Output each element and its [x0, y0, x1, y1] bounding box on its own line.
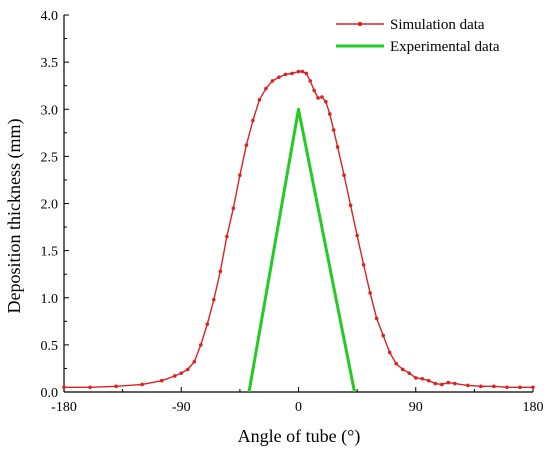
- data-point: [320, 95, 324, 99]
- data-point: [440, 382, 444, 387]
- legend-label-2: Experimental data: [390, 39, 500, 55]
- y-tick-label: 0.5: [41, 339, 59, 354]
- data-point: [179, 371, 184, 375]
- y-tick-label: 0.0: [41, 386, 59, 401]
- series-line-1: [64, 70, 533, 388]
- data-point: [327, 112, 332, 116]
- x-tick-label: 180: [523, 400, 544, 415]
- data-point: [348, 203, 353, 208]
- data-point: [198, 343, 203, 347]
- x-tick-label: 0: [295, 400, 302, 415]
- x-tick-label: -180: [51, 400, 77, 415]
- data-point: [374, 316, 379, 321]
- data-point: [283, 72, 288, 77]
- data-point: [238, 173, 242, 178]
- data-point: [407, 371, 412, 375]
- data-point: [331, 128, 336, 132]
- data-point: [114, 384, 118, 389]
- data-point: [62, 385, 66, 390]
- data-point: [270, 79, 275, 83]
- series-line-2: [247, 107, 356, 393]
- data-point: [88, 385, 92, 390]
- data-point: [466, 383, 470, 388]
- data-point: [361, 262, 366, 267]
- data-point: [172, 374, 177, 378]
- data-point: [342, 173, 346, 178]
- y-tick-label: 4.0: [41, 9, 59, 24]
- data-point: [244, 143, 249, 147]
- data-point: [296, 69, 301, 74]
- data-point: [433, 381, 438, 386]
- data-point: [300, 69, 305, 74]
- data-point: [304, 71, 309, 76]
- data-point: [413, 376, 418, 380]
- data-point: [531, 385, 535, 390]
- data-point: [205, 322, 210, 326]
- data-point: [251, 118, 255, 123]
- data-point: [312, 88, 316, 93]
- data-point: [225, 234, 229, 239]
- y-tick-label: 1.0: [41, 292, 59, 307]
- legend-label-1: Simulation data: [390, 17, 485, 33]
- legend: Simulation data Experimental data: [336, 17, 500, 55]
- data-point: [505, 385, 509, 390]
- y-tick-label: 3.0: [41, 103, 59, 118]
- data-point: [290, 71, 294, 76]
- data-point: [324, 99, 328, 104]
- data-point: [355, 233, 359, 238]
- y-tick-label: 2.5: [41, 150, 59, 165]
- data-point: [159, 378, 164, 383]
- data-point: [400, 367, 405, 372]
- data-point: [420, 377, 425, 381]
- data-point: [277, 75, 281, 80]
- data-point: [218, 269, 223, 274]
- x-tick-label: -90: [172, 400, 191, 415]
- data-point: [453, 381, 457, 386]
- data-point: [316, 96, 320, 100]
- data-point: [479, 384, 483, 389]
- data-point: [185, 367, 190, 372]
- y-tick-label: 2.0: [41, 198, 59, 213]
- legend-marker: [357, 21, 363, 27]
- y-axis-title: Deposition thickness (mm): [4, 119, 25, 314]
- data-point: [426, 378, 431, 383]
- data-point: [518, 385, 522, 390]
- data-point: [257, 98, 262, 102]
- data-point: [394, 361, 399, 366]
- data-point: [192, 360, 197, 364]
- y-tick-label: 1.5: [41, 245, 59, 260]
- data-point: [231, 206, 236, 211]
- axes: 0.0 0.5 1.0 1.5 2.0 2.5 3.0 3.5 4.0 -180 -90 0 90 180: [41, 9, 544, 415]
- data-point: [308, 79, 313, 83]
- series-layer: [62, 69, 535, 393]
- data-point: [264, 86, 268, 91]
- y-tick-label: 3.5: [41, 56, 59, 71]
- data-point: [140, 382, 144, 387]
- x-axis-title: Angle of tube (°): [238, 426, 361, 447]
- data-point: [335, 145, 340, 149]
- data-point: [381, 333, 385, 338]
- data-point: [387, 350, 392, 355]
- data-point: [446, 380, 451, 385]
- data-point: [212, 297, 216, 302]
- x-tick-label: 90: [409, 400, 423, 415]
- data-point: [492, 384, 496, 389]
- data-point: [368, 291, 372, 295]
